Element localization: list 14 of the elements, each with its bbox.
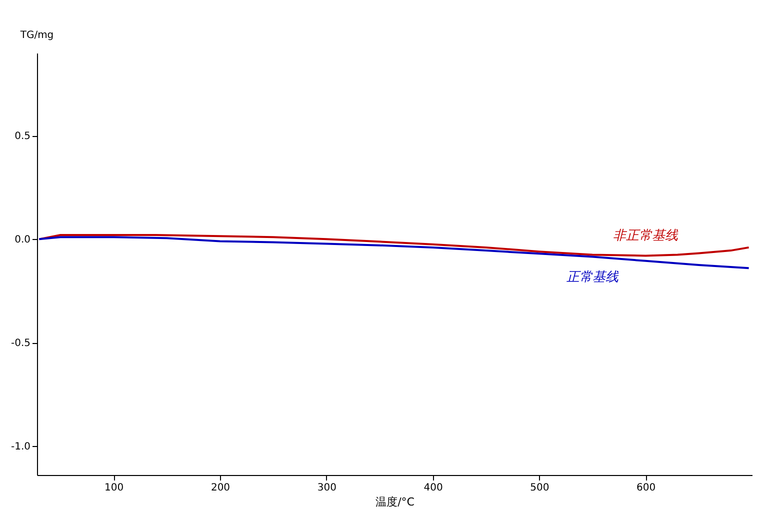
- y-tick-label: -1.0: [10, 442, 30, 453]
- series-label: 正常基线: [566, 270, 620, 285]
- x-tick-label: 200: [210, 482, 230, 494]
- x-tick-label: 500: [530, 482, 550, 494]
- x-tick-label: 300: [317, 482, 336, 494]
- x-tick-label: 400: [424, 482, 443, 494]
- y-tick-label: 0.0: [14, 234, 30, 246]
- y-axis-title: TG/mg: [19, 30, 54, 41]
- y-tick-label: -0.5: [10, 338, 30, 350]
- x-axis-title: 温度/°C: [376, 496, 415, 508]
- y-tick-label: 0.5: [14, 131, 30, 142]
- x-tick-label: 100: [104, 482, 124, 494]
- x-tick-label: 600: [636, 482, 656, 494]
- series-label: 非正常基线: [613, 228, 680, 244]
